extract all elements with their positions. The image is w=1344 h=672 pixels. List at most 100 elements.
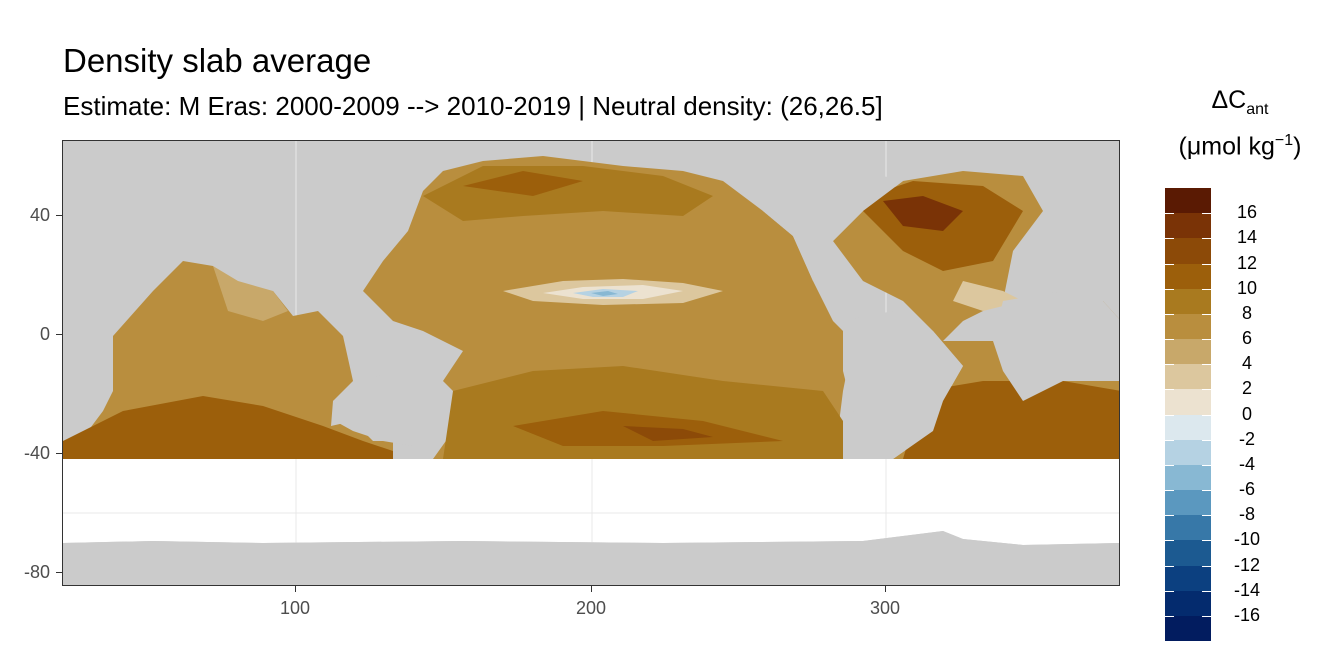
arabian-sea <box>213 266 288 321</box>
antarctica <box>63 531 1119 585</box>
legend-tick <box>1165 238 1174 240</box>
y-tick-mark <box>56 453 62 454</box>
chart-title: Density slab average <box>63 42 372 79</box>
legend-tick <box>1165 490 1174 491</box>
legend-tick <box>1165 389 1174 391</box>
legend-label: 0 <box>1241 403 1252 424</box>
x-tick-mark <box>591 586 592 592</box>
legend-label: 16 <box>1236 202 1258 223</box>
legend-swatch <box>1165 439 1211 466</box>
legend-swatch <box>1165 188 1211 214</box>
legend-tick <box>1165 213 1174 215</box>
legend-tick <box>1165 464 1174 466</box>
legend-tick <box>1202 540 1211 542</box>
legend-tick <box>1202 238 1211 240</box>
legend-tick <box>1202 288 1211 290</box>
x-tick-mark <box>295 586 296 592</box>
legend-swatch <box>1165 263 1211 290</box>
legend-tick <box>1165 288 1174 290</box>
legend-swatch <box>1165 515 1211 541</box>
x-tick-label: 300 <box>869 598 901 618</box>
north-america <box>743 166 903 281</box>
y-tick-mark <box>56 334 62 335</box>
legend-unit-open: (μmol kg <box>1178 132 1275 161</box>
legend-swatch <box>1165 288 1211 315</box>
legend-swatch <box>1165 565 1211 592</box>
legend-title-sub: ant <box>1246 101 1269 118</box>
legend-tick <box>1202 389 1211 391</box>
legend-swatch <box>1165 238 1211 264</box>
x-tick-label: 100 <box>279 598 311 618</box>
north-pacific-core <box>463 171 583 196</box>
legend-tick <box>1202 213 1211 215</box>
tropical-pacific-min <box>591 291 618 296</box>
legend-label: 12 <box>1236 252 1258 273</box>
south-america <box>843 311 963 459</box>
legend-swatch <box>1165 389 1211 415</box>
legend-swatch <box>1165 540 1211 566</box>
y-tick-mark <box>56 215 62 216</box>
legend-swatch <box>1165 364 1211 390</box>
legend-swatch <box>1165 339 1211 365</box>
legend-label: -4 <box>1238 453 1255 474</box>
legend-tick <box>1165 263 1174 265</box>
legend-tick <box>1165 364 1174 366</box>
legend-label: 14 <box>1236 227 1258 248</box>
legend-label: 10 <box>1236 277 1258 298</box>
legend-tick <box>1202 439 1211 441</box>
legend-tick <box>1202 414 1211 416</box>
legend-tick <box>1165 439 1174 441</box>
legend-swatch <box>1165 590 1211 617</box>
legend-tick <box>1202 339 1211 340</box>
y-tick-label: 40 <box>29 205 50 225</box>
legend-swatch <box>1165 464 1211 491</box>
australia <box>333 371 443 446</box>
legend-label: -10 <box>1233 529 1260 550</box>
legend-tick <box>1165 590 1174 592</box>
legend-colorbar <box>1165 188 1211 642</box>
legend-tick <box>1165 414 1174 416</box>
legend-label: -12 <box>1233 554 1260 575</box>
y-tick-mark <box>56 572 62 573</box>
legend-title: ΔCant (μmol kg−1) <box>1150 86 1330 161</box>
indian-ocean-south-band <box>63 396 393 459</box>
legend-tick <box>1202 464 1211 466</box>
map-plot <box>63 141 1119 585</box>
y-tick-label: 0 <box>39 324 50 344</box>
legend-label: -6 <box>1238 479 1255 499</box>
legend-swatch <box>1165 213 1211 239</box>
x-tick-label: 200 <box>575 598 607 618</box>
legend-title-main: ΔC <box>1211 86 1247 114</box>
legend-label: 8 <box>1241 302 1252 323</box>
legend-swatch <box>1165 490 1211 516</box>
map-panel <box>62 140 1120 586</box>
legend-tick <box>1165 313 1174 315</box>
legend-label: -14 <box>1233 579 1260 600</box>
legend-tick <box>1202 590 1211 592</box>
legend-label: -16 <box>1233 604 1260 625</box>
southern-no-data-region <box>63 459 1119 545</box>
legend-unit-close: ) <box>1293 132 1302 161</box>
legend-swatch <box>1165 414 1211 441</box>
legend-swatch <box>1165 313 1211 340</box>
legend-tick <box>1202 263 1211 265</box>
legend-label: 6 <box>1241 328 1252 348</box>
south-atlantic-band <box>903 381 1119 459</box>
north-atlantic-max <box>883 196 963 231</box>
legend-tick <box>1202 364 1211 366</box>
legend-label: -8 <box>1238 504 1255 525</box>
legend-tick <box>1202 515 1211 517</box>
y-tick-label: -80 <box>23 562 50 582</box>
legend-unit-exp: −1 <box>1274 132 1294 149</box>
legend-tick <box>1165 615 1174 617</box>
legend-swatch <box>1165 615 1211 642</box>
legend-tick <box>1202 615 1211 617</box>
legend-tick <box>1202 313 1211 315</box>
legend-label: 2 <box>1241 378 1252 399</box>
y-tick-label: -40 <box>23 443 50 463</box>
legend-tick <box>1202 565 1211 567</box>
legend-tick <box>1165 565 1174 567</box>
south-pacific-max <box>623 426 713 441</box>
legend-tick <box>1165 515 1174 517</box>
legend-tick <box>1165 540 1174 542</box>
